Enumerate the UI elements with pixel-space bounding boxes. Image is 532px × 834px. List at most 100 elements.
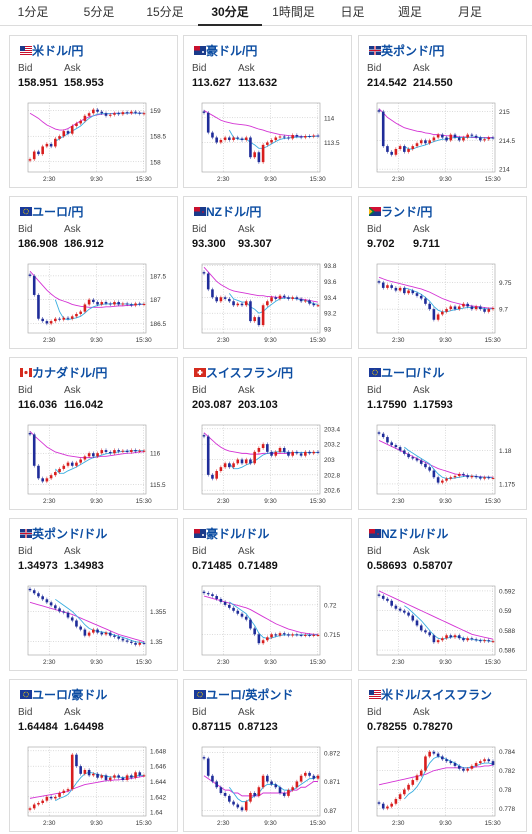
candle: [249, 619, 252, 629]
candle: [453, 134, 457, 138]
price-chart: 0.72 0.715 2:30 9:30 15:30: [201, 585, 340, 666]
price-chart: 9.75 9.7 2:30 9:30 15:30: [376, 263, 512, 344]
pair-name-link[interactable]: ユーロ/ドル: [381, 365, 445, 380]
ask-label: Ask: [64, 707, 81, 718]
candle: [407, 290, 410, 294]
price-chart: 116 115.5 2:30 9:30 15:30: [27, 424, 166, 505]
au-flag-icon: [194, 528, 206, 538]
pair-name-link[interactable]: ランド/円: [381, 204, 433, 219]
y-tick-label: 1.646: [150, 764, 166, 771]
eu-flag-icon: [20, 206, 32, 216]
y-tick-label: 159: [150, 108, 161, 115]
candle: [121, 777, 125, 780]
y-tick-label: 9.75: [499, 280, 512, 287]
x-tick-label: 15:30: [485, 498, 501, 505]
ask-value: 186.912: [64, 238, 104, 250]
candle: [117, 450, 120, 452]
pair-name-link[interactable]: カナダドル/円: [32, 365, 108, 380]
candle: [202, 435, 206, 437]
card-title: 英ポンド/円: [369, 42, 444, 58]
pair-name-link[interactable]: 英ポンド/ドル: [32, 526, 108, 541]
currency-card[interactable]: ユーロ/豪ドル Bid Ask 1.64484 1.64498 1.648 1.646 1.6…: [9, 679, 178, 832]
y-tick-label: 0.592: [499, 588, 515, 595]
tab-8[interactable]: 月足: [457, 5, 482, 19]
candle: [142, 113, 146, 115]
currency-card[interactable]: 豪ドル/円 Bid Ask 113.627 113.632 114 113.5 2:30 9:3…: [183, 35, 352, 188]
candle: [92, 453, 95, 457]
candle: [274, 784, 278, 788]
pair-name-link[interactable]: ユーロ/英ポンド: [206, 687, 294, 702]
pair-name-link[interactable]: ユーロ/円: [32, 204, 84, 219]
candle: [308, 772, 311, 776]
bid-value: 1.34973: [18, 560, 58, 572]
candle: [424, 630, 427, 633]
chart-area: 215 214.5 214 2:30 9:30 15:30: [367, 100, 519, 186]
currency-card[interactable]: ランド/円 Bid Ask 9.702 9.711 9.75 9.7 2:30 9:30 15:3…: [358, 196, 527, 349]
candle: [134, 642, 137, 645]
currency-card[interactable]: ユーロ/英ポンド Bid Ask 0.87115 0.87123 0.872 0.871 0.…: [183, 679, 352, 832]
candle: [491, 477, 495, 479]
ask-value: 116.042: [64, 399, 104, 411]
candle: [295, 135, 299, 137]
tab-1[interactable]: 1分足: [17, 5, 49, 19]
tab-4[interactable]: 30分足: [198, 0, 262, 26]
bid-value: 1.64484: [18, 721, 58, 733]
currency-card[interactable]: 豪ドル/ドル Bid Ask 0.71485 0.71489 0.72 0.715 2:30 9…: [183, 518, 352, 671]
tab-6[interactable]: 日足: [340, 5, 365, 19]
tab-2[interactable]: 5分足: [83, 5, 115, 19]
candle: [108, 777, 112, 780]
candle: [104, 775, 108, 780]
candle: [304, 451, 307, 456]
candle: [54, 138, 57, 147]
tab-7[interactable]: 週足: [397, 5, 422, 19]
currency-card[interactable]: ユーロ/ドル Bid Ask 1.17590 1.17593 1.18 1.175 2:30 9…: [358, 357, 527, 510]
x-tick-label: 2:30: [43, 337, 56, 344]
currency-card[interactable]: ユーロ/円 Bid Ask 186.908 186.912 187.5 187 186.5 2:…: [9, 196, 178, 349]
candle: [249, 137, 252, 158]
pair-name-link[interactable]: NZドル/ドル: [381, 526, 449, 541]
pair-name-link[interactable]: 豪ドル/ドル: [206, 526, 270, 541]
candle: [449, 761, 453, 764]
currency-card[interactable]: 米ドル/円 Bid Ask 158.951 158.953 159 158.5 158 2:30…: [9, 35, 178, 188]
pair-name-link[interactable]: ユーロ/豪ドル: [32, 687, 108, 702]
candle: [206, 758, 210, 776]
candle: [249, 459, 252, 464]
candle: [445, 635, 448, 639]
candle: [432, 635, 436, 643]
currency-card[interactable]: 英ポンド/ドル Bid Ask 1.34973 1.34983 1.355 1.35 2:30…: [9, 518, 178, 671]
candle: [232, 137, 235, 140]
currency-card[interactable]: カナダドル/円 Bid Ask 116.036 116.042 116 115.5 2:30 9…: [9, 357, 178, 510]
candle: [295, 634, 299, 636]
candle: [274, 451, 278, 456]
ask-value: 93.307: [238, 238, 272, 250]
candle: [257, 634, 261, 644]
pair-name-link[interactable]: 豪ドル/円: [206, 43, 258, 58]
tab-5[interactable]: 1時間足: [272, 5, 315, 19]
card-title: 米ドル/スイスフラン: [369, 686, 492, 702]
currency-card[interactable]: 米ドル/スイスフラン Bid Ask 0.78255 0.78270 0.784 0.782…: [358, 679, 527, 832]
pair-name-link[interactable]: スイスフラン/円: [206, 365, 293, 380]
pair-name-link[interactable]: 英ポンド/円: [381, 43, 445, 58]
x-tick-label: 9:30: [439, 176, 452, 183]
x-tick-label: 15:30: [136, 659, 152, 666]
currency-card[interactable]: NZドル/ドル Bid Ask 0.58693 0.58707 0.592 0.59 0.58…: [358, 518, 527, 671]
ask-value: 158.953: [64, 77, 104, 89]
candle: [253, 451, 256, 464]
candle: [470, 765, 474, 769]
candle: [41, 478, 44, 482]
candle: [37, 593, 40, 597]
x-tick-label: 2:30: [392, 820, 405, 827]
pair-name-link[interactable]: 米ドル/円: [32, 43, 84, 58]
currency-card[interactable]: 英ポンド/円 Bid Ask 214.542 214.550 215 214.5 214 2:3…: [358, 35, 527, 188]
currency-card[interactable]: NZドル/円 Bid Ask 93.300 93.307 93.8 93.6 93.4 93.2…: [183, 196, 352, 349]
candle: [390, 803, 393, 807]
tab-3[interactable]: 15分足: [146, 5, 184, 19]
pair-name-link[interactable]: NZドル/円: [206, 204, 262, 219]
y-tick-label: 187.5: [150, 273, 166, 280]
candle: [403, 287, 406, 294]
bid-value: 186.908: [18, 238, 58, 250]
currency-card[interactable]: スイスフラン/円 Bid Ask 203.087 203.103 203.4 203.2 20…: [183, 357, 352, 510]
za-flag-icon: [369, 206, 381, 216]
pair-name-link[interactable]: 米ドル/スイスフラン: [381, 687, 492, 702]
candle: [411, 615, 415, 621]
